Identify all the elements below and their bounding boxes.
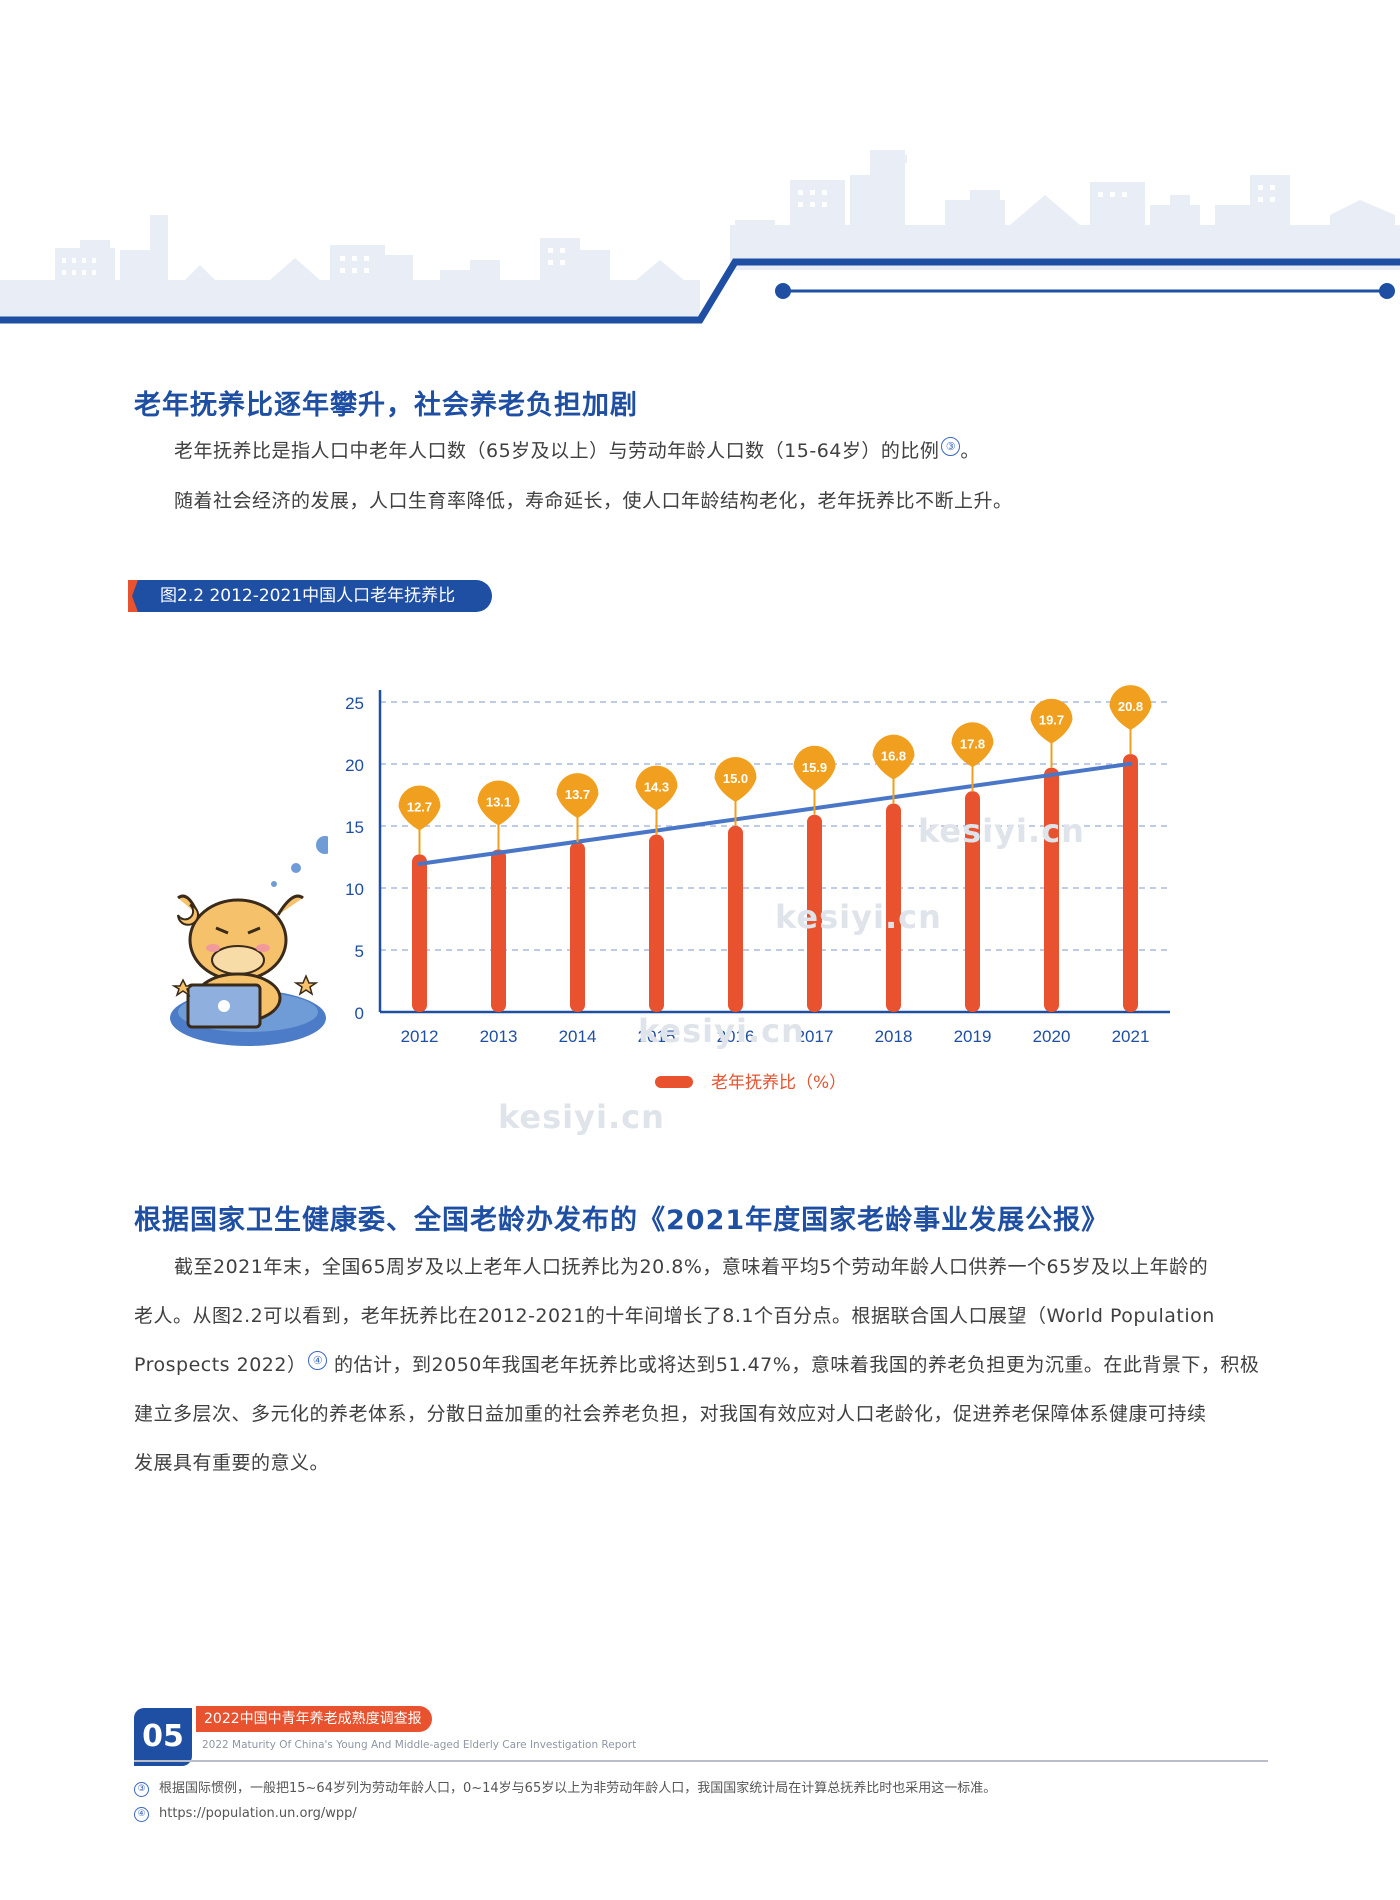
value-pin [872, 734, 915, 780]
x-tick-label: 2019 [954, 1027, 992, 1046]
data-label: 15.9 [802, 760, 827, 775]
footnote-4-link[interactable]: https://population.un.org/wpp/ [159, 1806, 357, 1821]
y-tick-label: 5 [355, 942, 364, 961]
ox-mascot-illustration [170, 836, 328, 1046]
data-label: 13.1 [486, 795, 511, 810]
value-pin [398, 785, 441, 831]
x-tick-label: 2012 [401, 1027, 439, 1046]
chart-x-ticks: 2012 2013 2014 2015 2016 2017 2018 2019 2020 2021 [401, 1027, 1150, 1046]
y-tick-label: 20 [345, 756, 364, 775]
section-title-dependency-ratio: 老年抚养比逐年攀升，社会养老负担加剧 [134, 390, 638, 421]
page-number: 05 [134, 1708, 192, 1766]
watermark-2: kesiyi.cn [775, 898, 942, 936]
y-tick-label: 15 [345, 818, 364, 837]
trend-line [417, 761, 1133, 866]
value-pin [556, 773, 599, 819]
chart-value-pins: 12.7 13.1 13.7 14.3 15.0 15.9 16.8 17.8 19.7 20.8 [398, 685, 1152, 855]
chart-bars [412, 754, 1138, 1012]
data-label: 17.8 [960, 736, 985, 751]
section-title-bulletin: 根据国家卫生健康委、全国老龄办发布的《2021年度国家老龄事业发展公报》 [134, 1205, 1110, 1236]
footnote-ref-3[interactable]: ③ [941, 436, 961, 456]
value-pin [1109, 685, 1152, 731]
x-tick-label: 2015 [638, 1027, 676, 1046]
bar [649, 834, 664, 1012]
watermark-1: kesiyi.cn [918, 812, 1085, 850]
data-label: 20.8 [1118, 699, 1143, 714]
legend-swatch [655, 1076, 693, 1088]
legend-label: 老年抚养比（%） [711, 1073, 846, 1093]
report-title-badge: 2022中国中青年养老成熟度调查报告 [196, 1706, 432, 1753]
footnote-3: ③ 根据国际惯例，一般把15~64岁列为劳动年龄人口，0~14岁与65岁以上为非劳… [134, 1777, 996, 1797]
figure-caption-tag: 图2.2 2012-2021中国人口老年抚养比 [128, 580, 492, 612]
value-pin [1030, 698, 1073, 744]
x-tick-label: 2014 [559, 1027, 597, 1046]
value-pin [714, 757, 757, 802]
header-skyline-illustration [0, 150, 1400, 324]
y-tick-label: 0 [355, 1004, 364, 1023]
x-tick-label: 2021 [1112, 1027, 1150, 1046]
footnote-3-text: 根据国际惯例，一般把15~64岁列为劳动年龄人口，0~14岁与65岁以上为非劳动… [159, 1781, 997, 1796]
x-tick-label: 2017 [796, 1027, 834, 1046]
value-pin [635, 765, 678, 811]
figure-tag-chevron [128, 580, 138, 612]
y-tick-label: 10 [345, 880, 364, 899]
bar [412, 854, 427, 1012]
footnote-3-mark: ③ [134, 1782, 149, 1797]
bulletin-line-3: Prospects 2022） ④ 的估计，到2050年我国老年抚养比或将达到51… [134, 1341, 1268, 1390]
bar [728, 826, 743, 1012]
footnote-ref-4[interactable]: ④ [308, 1350, 328, 1370]
data-label: 16.8 [881, 749, 906, 764]
data-label: 13.7 [565, 787, 590, 802]
value-pin [477, 780, 520, 826]
bar [965, 791, 980, 1012]
bar [886, 803, 901, 1012]
watermark-4: kesiyi.cn [498, 1098, 665, 1136]
paragraph-definition: 老年抚养比是指人口中老年人口数（65岁及以上）与劳动年龄人口数（15-64岁）的… [174, 427, 980, 476]
footnote-4-mark: ④ [134, 1807, 149, 1822]
paragraph-trend: 随着社会经济的发展，人口生育率降低，寿命延长，使人口年龄结构老化，老年抚养比不断… [174, 490, 1013, 512]
bar [491, 849, 506, 1012]
report-title-english: 2022 Maturity Of China's Young And Middl… [202, 1739, 637, 1751]
x-tick-label: 2020 [1033, 1027, 1071, 1046]
bulletin-line-3-start: Prospects 2022） [134, 1354, 307, 1376]
data-label: 15.0 [723, 771, 748, 786]
bulletin-line-4: 建立多层次、多元化的养老体系，分散日益加重的社会养老负担，对我国有效应对人口老龄… [134, 1403, 1207, 1425]
bulletin-line-2: 老人。从图2.2可以看到，老年抚养比在2012-2021的十年间增长了8.1个百… [134, 1305, 1215, 1327]
bulletin-line-3-end: 的估计，到2050年我国老年抚养比或将达到51.47%，意味着我国的养老负担更为… [327, 1354, 1260, 1376]
bar [1123, 754, 1138, 1012]
footnote-4: ④ https://population.un.org/wpp/ [134, 1806, 357, 1822]
chart-legend: 老年抚养比（%） [655, 1073, 846, 1093]
data-label: 12.7 [407, 800, 432, 815]
footer-divider [134, 1760, 1268, 1762]
x-tick-label: 2018 [875, 1027, 913, 1046]
bulletin-line-1: 截至2021年末，全国65周岁及以上老年人口抚养比为20.8%，意味着平均5个劳… [174, 1256, 1209, 1278]
bar [1044, 767, 1059, 1012]
x-tick-label: 2013 [480, 1027, 518, 1046]
bar [807, 814, 822, 1012]
y-tick-label: 25 [345, 694, 364, 713]
definition-end: 。 [960, 440, 980, 462]
value-pin [951, 722, 994, 768]
watermark-3: kesiyi.cn [638, 1012, 805, 1050]
chart-trendline [417, 761, 1133, 866]
chart-axes [378, 690, 1170, 1014]
bar [570, 842, 585, 1012]
value-pin [793, 745, 836, 791]
definition-text: 老年抚养比是指人口中老年人口数（65岁及以上）与劳动年龄人口数（15-64岁）的… [174, 440, 940, 462]
bulletin-line-5: 发展具有重要的意义。 [134, 1452, 330, 1474]
chart-y-ticks: 0 5 10 15 20 25 [345, 694, 364, 1023]
data-label: 14.3 [644, 780, 669, 795]
x-tick-label: 2016 [717, 1027, 755, 1046]
data-label: 19.7 [1039, 713, 1064, 728]
